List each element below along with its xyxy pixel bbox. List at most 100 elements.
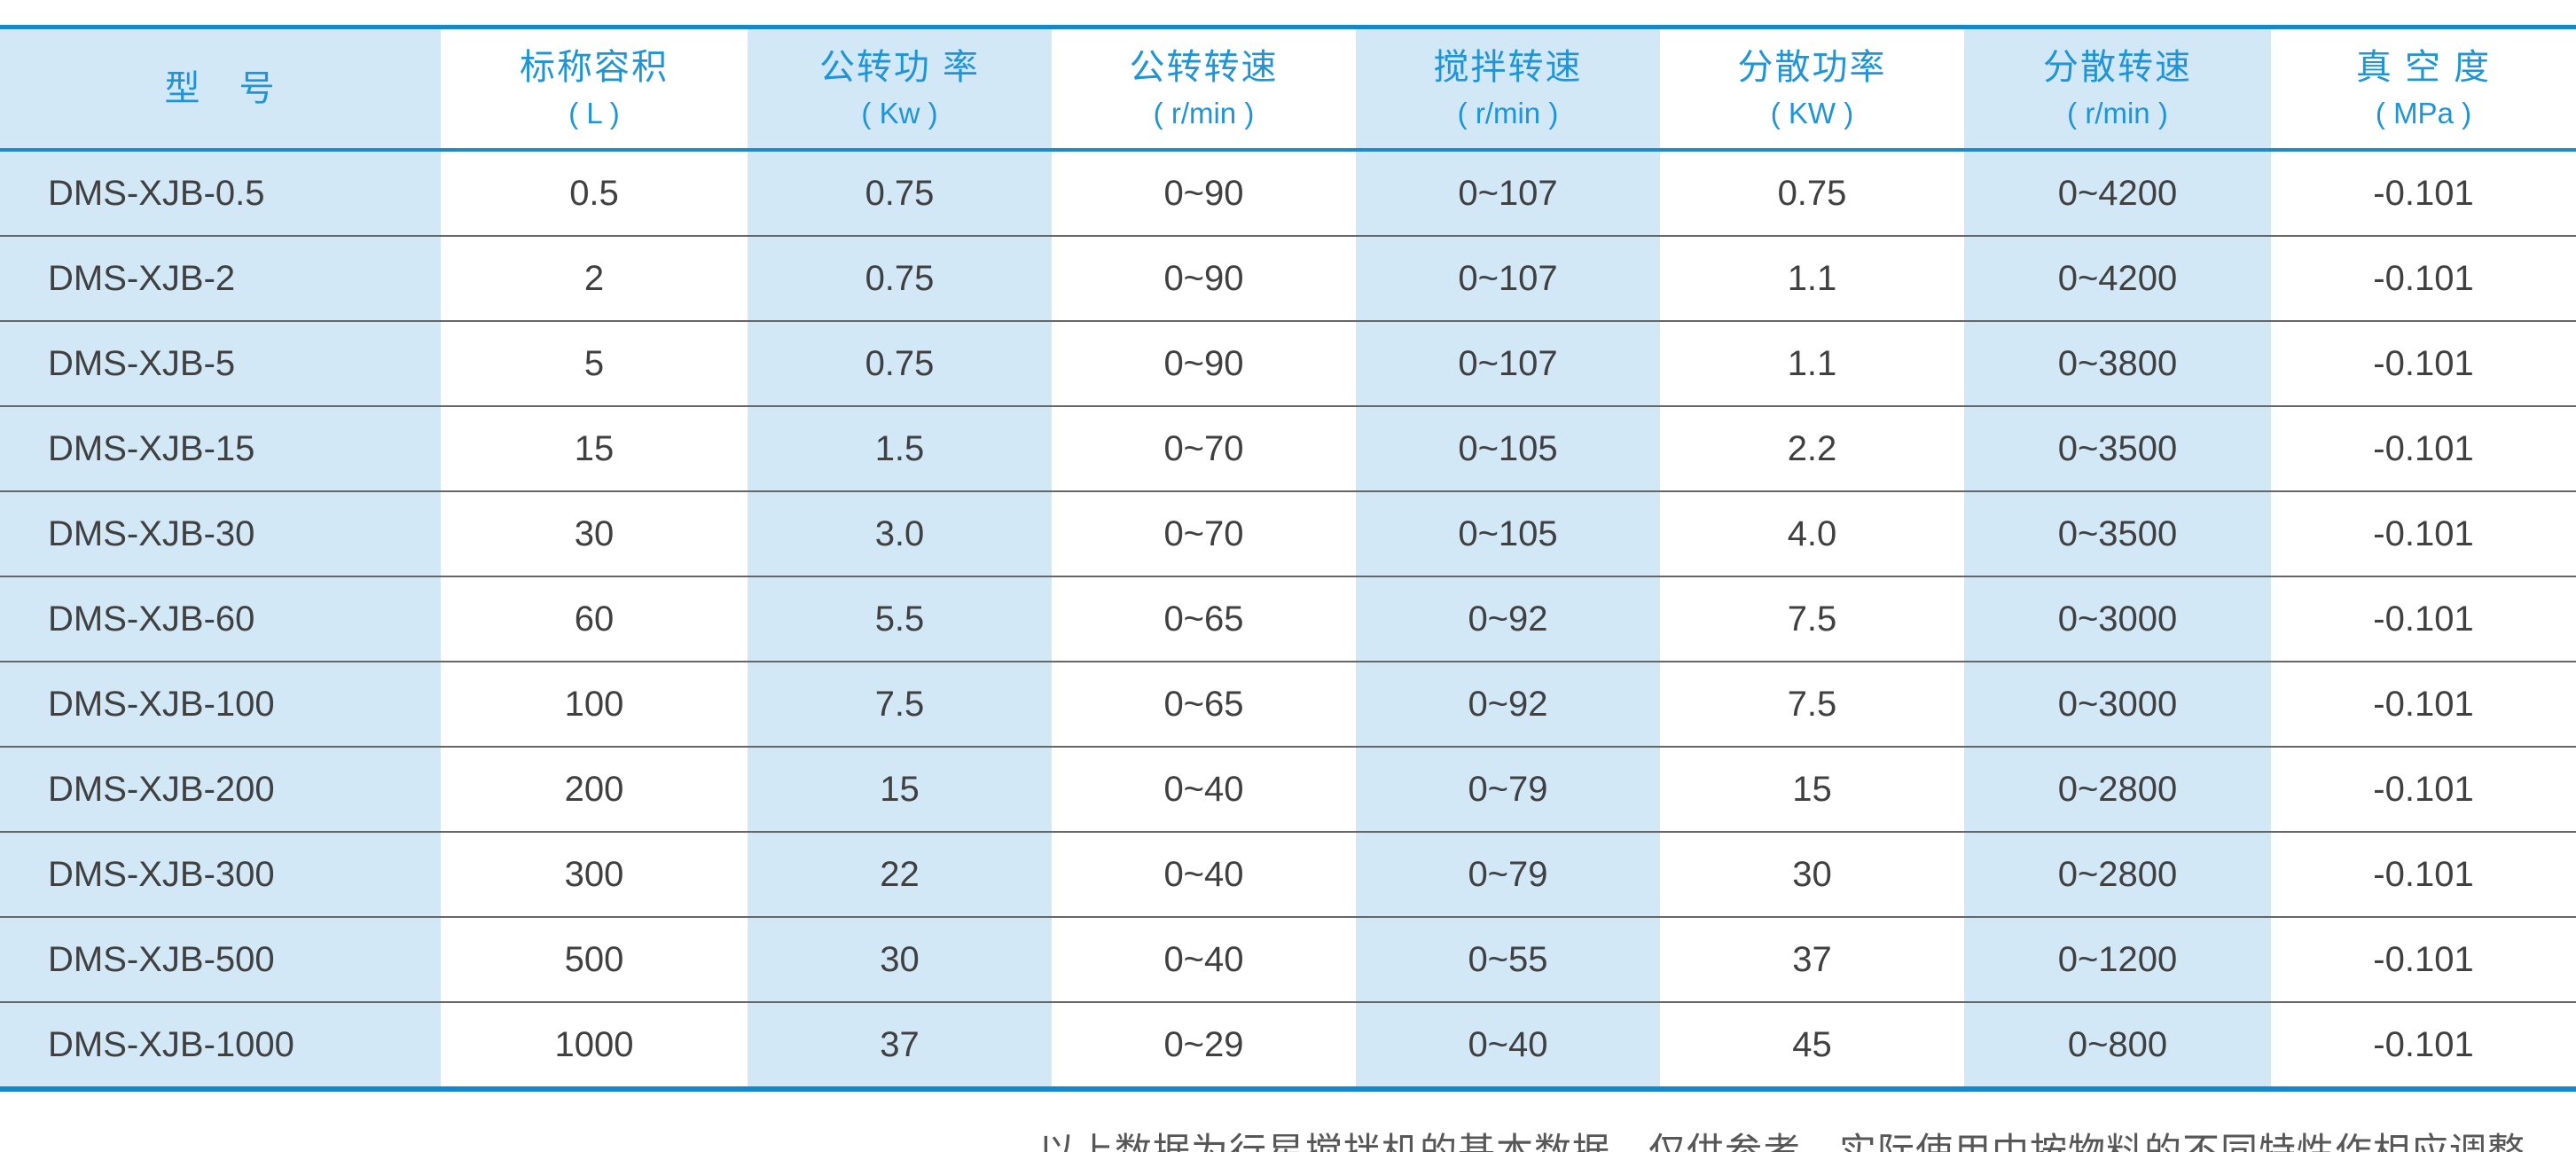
value-cell: -0.101	[2271, 320, 2576, 406]
table-row: DMS-XJB-0.5 0.5 0.75 0~90 0~107 0.75 0~4200 -0.…	[0, 150, 2576, 236]
table-row: DMS-XJB-300 300 22 0~40 0~79 30 0~2800 -0.101	[0, 831, 2576, 917]
table-row: DMS-XJB-500 500 30 0~40 0~55 37 0~1200 -0.101	[0, 916, 2576, 1002]
value-cell: 0~92	[1356, 661, 1660, 747]
value-cell: 37	[1660, 916, 1964, 1002]
value-cell: 7.5	[1660, 576, 1964, 662]
column-header-dispersion-speed: 分散转速 ( r/min )	[1964, 27, 2271, 152]
value-cell: 0~40	[1052, 831, 1356, 917]
value-cell: 60	[441, 576, 748, 662]
column-title: 搅拌转速	[1433, 48, 1583, 88]
column-unit: ( r/min )	[1153, 97, 1255, 130]
value-cell: 0~92	[1356, 576, 1660, 662]
column-title: 公转功 率	[818, 48, 981, 88]
value-cell: 0~800	[1964, 1001, 2271, 1089]
column-unit: ( r/min )	[2067, 97, 2168, 130]
value-cell: 4.0	[1660, 490, 1964, 576]
column-title: 公转转速	[1129, 48, 1279, 88]
value-cell: 30	[441, 490, 748, 576]
value-cell: 0~79	[1356, 831, 1660, 917]
column-title: 真 空 度	[2355, 48, 2492, 88]
value-cell: 7.5	[1660, 661, 1964, 747]
value-cell: 0~65	[1052, 661, 1356, 747]
value-cell: 0~40	[1052, 916, 1356, 1002]
value-cell: 0~2800	[1964, 746, 2271, 832]
column-unit: ( L )	[568, 97, 620, 130]
value-cell: 100	[441, 661, 748, 747]
model-cell: DMS-XJB-2	[0, 235, 441, 321]
value-cell: 2	[441, 235, 748, 321]
value-cell: 0~3000	[1964, 576, 2271, 662]
value-cell: 0~107	[1356, 320, 1660, 406]
header-row: 型 号 标称容积 ( L ) 公转功 率 ( Kw ) 公转转速 ( r/min…	[0, 27, 2576, 152]
table-row: DMS-XJB-30 30 3.0 0~70 0~105 4.0 0~3500 -0.101	[0, 490, 2576, 576]
value-cell: 0.75	[1777, 173, 1847, 213]
value-cell: -0.101	[2271, 831, 2576, 917]
column-unit: ( Kw )	[861, 97, 938, 130]
table-body: DMS-XJB-0.5 0.5 0.75 0~90 0~107 0.75 0~4200 -0.…	[0, 150, 2576, 1089]
value-cell: 30	[748, 916, 1052, 1002]
model-cell: DMS-XJB-200	[0, 746, 441, 832]
column-title: 分散功率	[1737, 48, 1887, 88]
value-cell: 0~105	[1356, 490, 1660, 576]
value-cell: 37	[748, 1001, 1052, 1089]
value-cell: -0.101	[2271, 490, 2576, 576]
spec-table: 型 号 标称容积 ( L ) 公转功 率 ( Kw ) 公转转速 ( r/min…	[0, 25, 2576, 1092]
value-cell: 1.1	[1660, 320, 1964, 406]
column-header-model: 型 号	[0, 27, 441, 152]
model-cell: DMS-XJB-5	[0, 320, 441, 406]
value-cell: -0.101	[2373, 173, 2474, 213]
column-header-dispersion-power: 分散功率 ( KW )	[1660, 27, 1964, 152]
value-cell: 0~3500	[1964, 405, 2271, 491]
value-cell: 0~2800	[1964, 831, 2271, 917]
value-cell: 0~107	[1356, 150, 1660, 236]
table-row: DMS-XJB-2 2 0.75 0~90 0~107 1.1 0~4200 -0.101	[0, 235, 2576, 321]
value-cell: 1000	[441, 1001, 748, 1089]
value-cell: 0~29	[1052, 1001, 1356, 1089]
table-row: DMS-XJB-1000 1000 37 0~29 0~40 45 0~800 -0.101	[0, 1001, 2576, 1089]
value-cell: 0~70	[1052, 405, 1356, 491]
value-cell: 300	[441, 831, 748, 917]
column-title: 分散转速	[2043, 48, 2192, 88]
value-cell: 0~40	[1052, 746, 1356, 832]
value-cell: -0.101	[2271, 661, 2576, 747]
value-cell: 1.1	[1660, 235, 1964, 321]
value-cell: 22	[748, 831, 1052, 917]
value-cell: 0~90	[1163, 173, 1244, 213]
model-cell: DMS-XJB-0.5	[0, 150, 441, 236]
value-cell: -0.101	[2271, 746, 2576, 832]
value-cell: 0.75	[748, 235, 1052, 321]
column-unit: ( r/min )	[1457, 97, 1559, 130]
value-cell: 0~90	[1052, 320, 1356, 406]
model-cell: DMS-XJB-100	[0, 661, 441, 747]
value-cell: 0~107	[1356, 235, 1660, 321]
value-cell: 0~70	[1052, 490, 1356, 576]
table-row: DMS-XJB-100 100 7.5 0~65 0~92 7.5 0~3000 -0.101	[0, 661, 2576, 747]
value-cell: 15	[1660, 746, 1964, 832]
value-cell: 0.75	[748, 150, 1052, 236]
column-unit: ( KW )	[1770, 97, 1854, 130]
value-cell: 0~3000	[1964, 661, 2271, 747]
model-cell: DMS-XJB-30	[0, 490, 441, 576]
column-title: 型 号	[164, 69, 277, 108]
value-cell: -0.101	[2271, 405, 2576, 491]
value-cell: 0~1200	[1964, 916, 2271, 1002]
value-cell: 30	[1660, 831, 1964, 917]
value-cell: 0~90	[1052, 235, 1356, 321]
value-cell: 2.2	[1660, 405, 1964, 491]
value-cell: 0.5	[569, 173, 619, 213]
value-cell: -0.101	[2271, 1001, 2576, 1089]
value-cell: 200	[441, 746, 748, 832]
model-cell: DMS-XJB-300	[0, 831, 441, 917]
value-cell: 0~105	[1356, 405, 1660, 491]
model-cell: DMS-XJB-15	[0, 405, 441, 491]
value-cell: 0~4200	[1964, 150, 2271, 236]
table-row: DMS-XJB-5 5 0.75 0~90 0~107 1.1 0~3800 -0.101	[0, 320, 2576, 406]
table-row: DMS-XJB-60 60 5.5 0~65 0~92 7.5 0~3000 -0.101	[0, 576, 2576, 662]
value-cell: 3.0	[748, 490, 1052, 576]
value-cell: 0~79	[1356, 746, 1660, 832]
model-cell: DMS-XJB-60	[0, 576, 441, 662]
value-cell: 500	[441, 916, 748, 1002]
value-cell: 0~40	[1356, 1001, 1660, 1089]
value-cell: 0~55	[1356, 916, 1660, 1002]
